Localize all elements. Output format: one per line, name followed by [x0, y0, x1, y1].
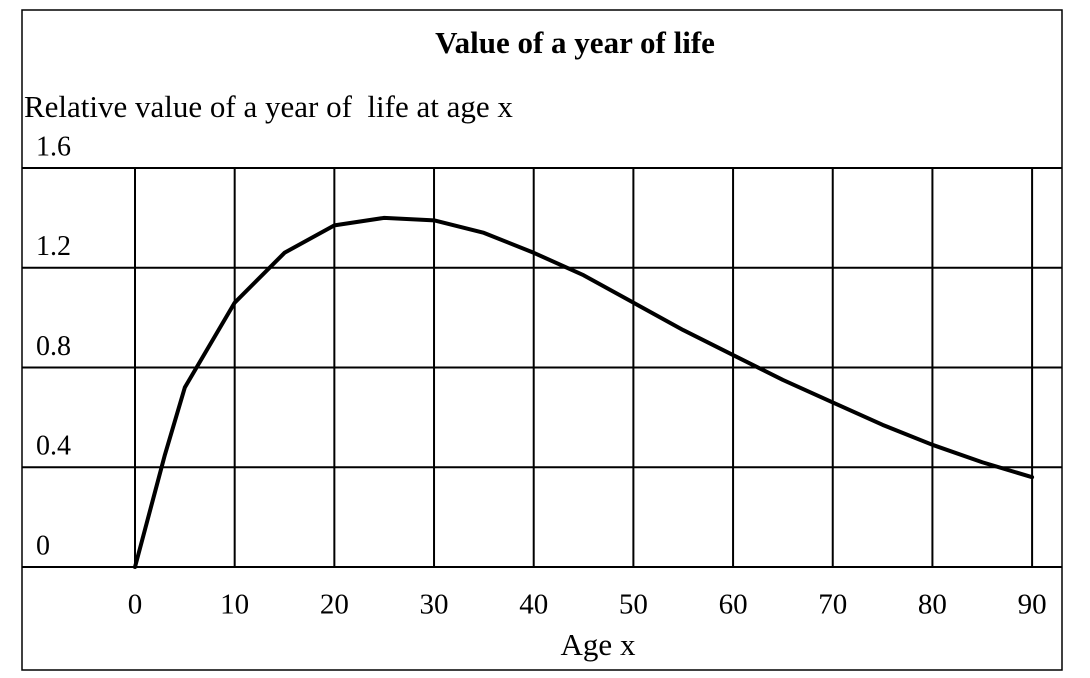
y-tick-label: 0 — [36, 530, 50, 561]
data-line — [133, 215, 1035, 569]
x-tick-label: 80 — [918, 589, 947, 621]
y-tick-label: 0.8 — [36, 331, 71, 362]
x-tick-label: 0 — [128, 589, 143, 621]
y-tick-label: 1.2 — [36, 231, 71, 262]
x-tick-label: 90 — [1018, 589, 1047, 621]
x-tick-label: 50 — [619, 589, 648, 621]
x-tick-label: 40 — [519, 589, 548, 621]
y-axis-label: Relative value of a year of life at age … — [24, 89, 513, 124]
chart-frame — [21, 9, 1063, 671]
x-tick-label: 60 — [719, 589, 748, 621]
x-axis-label: Age x — [561, 627, 636, 662]
y-tick-label: 0.4 — [36, 431, 71, 462]
y-tick-label: 1.6 — [36, 131, 71, 162]
x-tick-label: 70 — [818, 589, 847, 621]
x-tick-label: 20 — [320, 589, 349, 621]
chart-title: Value of a year of life — [435, 25, 715, 60]
x-tick-label: 30 — [420, 589, 449, 621]
x-tick-label: 10 — [220, 589, 249, 621]
